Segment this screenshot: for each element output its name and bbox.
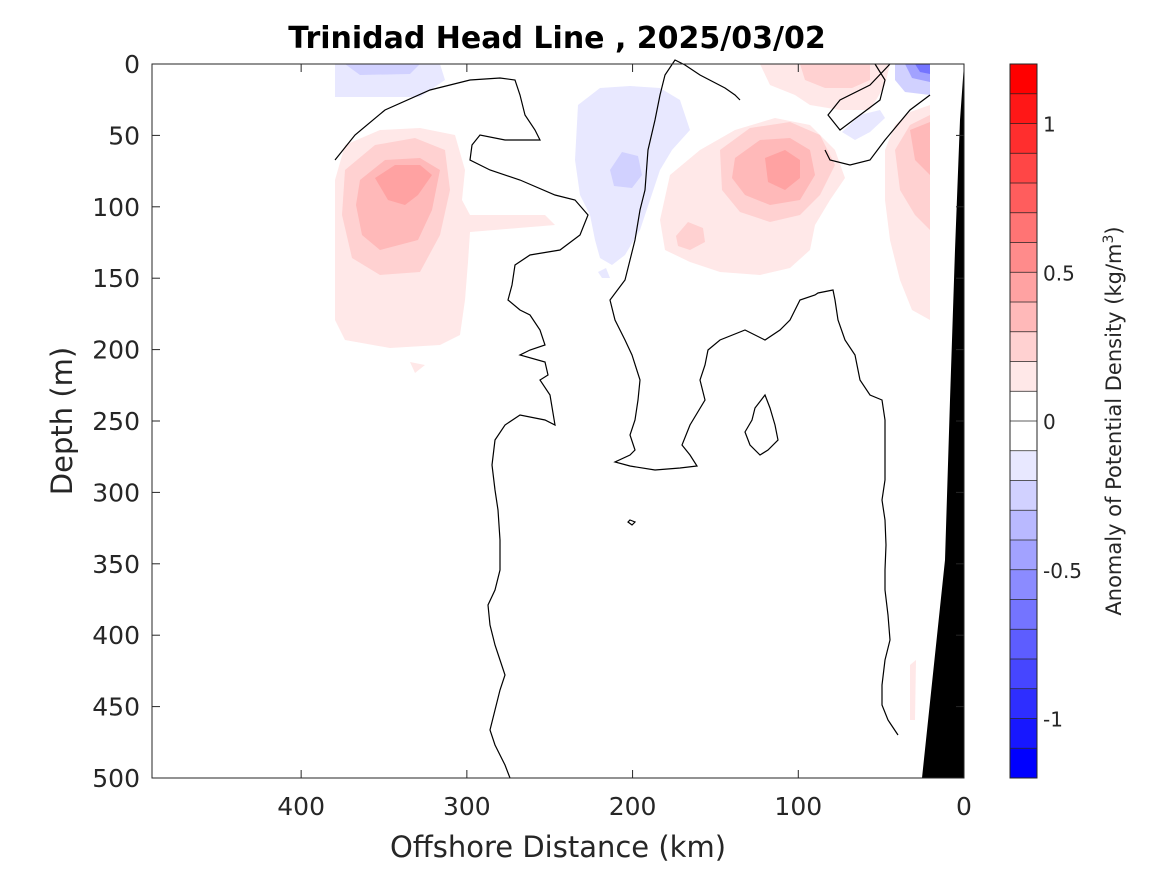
colorbar-block <box>1010 450 1037 481</box>
colorbar-block <box>1010 569 1037 600</box>
anomaly-region <box>842 110 885 140</box>
colorbar-label-main: Anomaly of Potential Density (kg/m <box>1102 244 1126 616</box>
x-tick-label: 0 <box>956 792 972 821</box>
colorbar-tick-label: 0 <box>1043 410 1056 434</box>
colorbar-block <box>1010 748 1037 779</box>
anomaly-region <box>610 152 642 188</box>
x-axis: 400 300 200 100 0 <box>277 64 972 821</box>
zero-contour-lens <box>744 393 779 456</box>
colorbar-block <box>1010 183 1037 214</box>
colorbar-frame <box>1009 63 1038 779</box>
colorbar-ticks: 1 0.5 0 -0.5 -1 <box>1043 113 1082 732</box>
anomaly-region <box>598 268 610 278</box>
bathymetry <box>922 64 964 778</box>
colorbar-block <box>1010 64 1037 95</box>
y-tick-label: 250 <box>92 407 140 436</box>
y-tick-label: 200 <box>92 336 140 365</box>
zero-contour-coast <box>824 94 931 166</box>
y-tick-label: 0 <box>124 50 140 79</box>
colorbar-block <box>1010 421 1037 452</box>
anomaly-region <box>676 222 705 250</box>
y-tick-label: 450 <box>92 693 140 722</box>
colorbar-block <box>1010 540 1037 571</box>
anomaly-region <box>800 64 870 88</box>
colorbar-label-close: ) <box>1102 226 1126 234</box>
colorbar-tick-label: 1 <box>1043 113 1056 137</box>
colorbar-block <box>1010 331 1037 362</box>
colorbar-block <box>1010 153 1037 184</box>
anomaly-region <box>410 362 425 373</box>
colorbar-block <box>1010 718 1037 749</box>
colorbar-tick-label: 0.5 <box>1043 261 1075 285</box>
colorbar-block <box>1010 302 1037 333</box>
colorbar-block <box>1010 510 1037 541</box>
x-tick-label: 400 <box>277 792 325 821</box>
x-tick-label: 300 <box>443 792 491 821</box>
anomaly-region <box>910 660 916 720</box>
colorbar-block <box>1010 361 1037 392</box>
zero-contour-west <box>334 77 589 779</box>
zero-contour-small <box>627 519 637 526</box>
plot-area <box>151 59 965 779</box>
colorbar-block <box>1010 480 1037 511</box>
colorbar-block <box>1010 242 1037 273</box>
colorbar-block <box>1010 629 1037 660</box>
anomaly-region <box>915 64 930 74</box>
colorbar-label-superscript: 3 <box>1101 235 1117 244</box>
zero-contour-east <box>827 63 891 131</box>
colorbar-block <box>1010 93 1037 124</box>
colorbar-block <box>1010 599 1037 630</box>
y-tick-label: 100 <box>92 193 140 222</box>
anomaly-region <box>345 64 420 75</box>
y-tick-label: 350 <box>92 550 140 579</box>
y-tick-label: 150 <box>92 264 140 293</box>
anomaly-region <box>910 122 930 175</box>
zero-contour-lines <box>334 59 931 779</box>
colorbar-block <box>1010 123 1037 154</box>
colorbar-block <box>1010 212 1037 243</box>
x-tick-label: 100 <box>774 792 822 821</box>
colorbar-blocks <box>1010 64 1037 779</box>
y-axis: 0 50 100 150 200 250 300 350 400 450 500 <box>92 50 964 793</box>
y-axis-label: Depth (m) <box>45 347 79 495</box>
chart-title: Trinidad Head Line , 2025/03/02 <box>288 21 825 56</box>
y-tick-label: 300 <box>92 478 140 507</box>
y-tick-label: 50 <box>108 121 140 150</box>
colorbar: 1 0.5 0 -0.5 -1 Anomaly of Potential Density… <box>1009 63 1126 779</box>
anomaly-region <box>765 150 800 190</box>
colorbar-block <box>1010 659 1037 690</box>
x-axis-label: Offshore Distance (km) <box>390 830 726 864</box>
colorbar-label: Anomaly of Potential Density (kg/m3) <box>1101 226 1126 615</box>
anomaly-region <box>375 165 432 205</box>
zero-contour-central <box>609 59 899 736</box>
anomaly-field <box>335 64 930 720</box>
y-tick-label: 500 <box>92 764 140 793</box>
y-tick-label: 400 <box>92 621 140 650</box>
colorbar-tick-label: -0.5 <box>1043 559 1082 583</box>
colorbar-tick-label: -1 <box>1043 708 1063 732</box>
colorbar-block <box>1010 688 1037 719</box>
colorbar-block <box>1010 272 1037 303</box>
x-tick-label: 200 <box>609 792 657 821</box>
colorbar-block <box>1010 391 1037 422</box>
